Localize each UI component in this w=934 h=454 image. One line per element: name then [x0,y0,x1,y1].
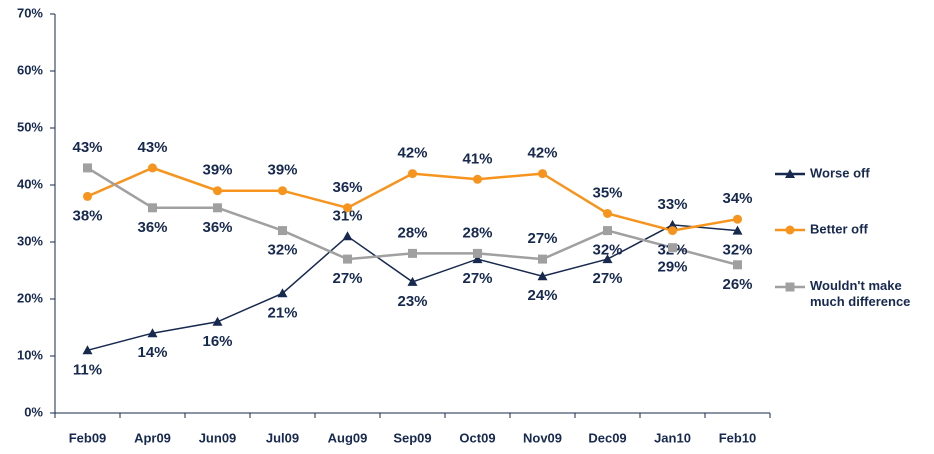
marker [407,276,418,286]
marker [278,226,287,236]
y-tick-label: 30% [17,233,43,248]
data-label: 38% [72,207,102,224]
y-tick-label: 50% [17,119,43,134]
data-label: 29% [657,259,687,276]
marker [472,254,483,264]
y-tick-label: 10% [17,347,43,362]
data-label: 27% [332,270,362,287]
data-label: 33% [657,196,687,213]
marker [343,254,352,264]
x-tick-label: Jul09 [266,430,299,445]
marker [148,163,157,173]
y-tick-label: 0% [24,404,43,419]
legend-label: Better off [810,221,868,236]
data-label: 41% [462,150,492,167]
data-label: 27% [592,270,622,287]
data-label: 21% [267,304,297,321]
marker [408,248,417,258]
data-label: 14% [137,344,167,361]
marker [785,169,795,178]
marker [408,169,417,179]
marker [668,226,677,236]
x-tick-label: Feb10 [719,430,757,445]
marker [668,243,677,253]
data-label: 36% [332,179,362,196]
marker [732,225,743,235]
marker [148,203,157,213]
legend-label: Wouldn't make much difference [810,278,910,309]
x-tick-label: Feb09 [69,430,107,445]
marker [538,169,547,179]
marker [602,254,613,264]
data-label: 43% [72,139,102,156]
data-label: 23% [397,293,427,310]
marker [82,345,93,355]
data-label: 31% [332,207,362,224]
data-label: 35% [592,184,622,201]
marker [83,191,92,201]
marker [733,214,742,224]
x-tick-label: Sep09 [393,430,431,445]
marker [537,271,548,281]
data-label: 11% [73,361,102,378]
y-tick-label: 40% [17,176,43,191]
marker [83,163,92,173]
x-tick-label: Aug09 [328,430,368,445]
marker [343,203,352,213]
marker [213,203,222,213]
marker [277,288,288,298]
data-label: 39% [267,162,297,179]
marker [785,282,795,292]
data-label: 36% [202,219,232,236]
marker [342,231,353,241]
data-label: 39% [202,162,232,179]
marker [785,225,795,235]
marker [667,219,678,229]
marker [733,260,742,270]
marker [603,209,612,218]
marker [473,248,482,258]
marker [278,186,287,196]
marker [603,226,612,236]
data-label: 32% [267,242,297,259]
series-line [87,224,738,352]
data-label: 32% [592,242,622,259]
x-tick-label: Oct09 [459,430,495,445]
x-tick-label: Apr09 [134,430,171,445]
marker [473,174,482,184]
y-tick-label: 20% [17,290,43,305]
data-label: 32% [722,242,752,259]
legend-item: Wouldn't make much difference [775,278,910,309]
marker [538,254,547,264]
y-tick-label: 60% [17,62,43,77]
data-label: 24% [527,287,557,304]
data-label: 27% [462,270,492,287]
legend-item: Better off [775,221,868,236]
legend-item: Worse off [775,165,870,180]
x-tick-label: Jan10 [654,430,691,445]
y-tick-label: 70% [17,5,43,20]
legend-label: Worse off [810,165,870,180]
data-label: 28% [462,224,492,241]
data-label: 42% [397,145,427,162]
marker [212,316,223,326]
x-tick-label: Jun09 [199,430,237,445]
marker [147,328,158,338]
x-tick-label: Dec09 [588,430,626,445]
data-label: 28% [397,224,427,241]
data-label: 16% [202,333,232,350]
data-label: 26% [722,276,752,293]
marker [213,186,222,196]
data-label: 42% [527,145,557,162]
data-label: 34% [722,190,752,207]
x-tick-label: Nov09 [523,430,562,445]
data-label: 43% [137,139,167,156]
data-label: 36% [137,219,167,236]
data-label: 27% [527,230,557,247]
